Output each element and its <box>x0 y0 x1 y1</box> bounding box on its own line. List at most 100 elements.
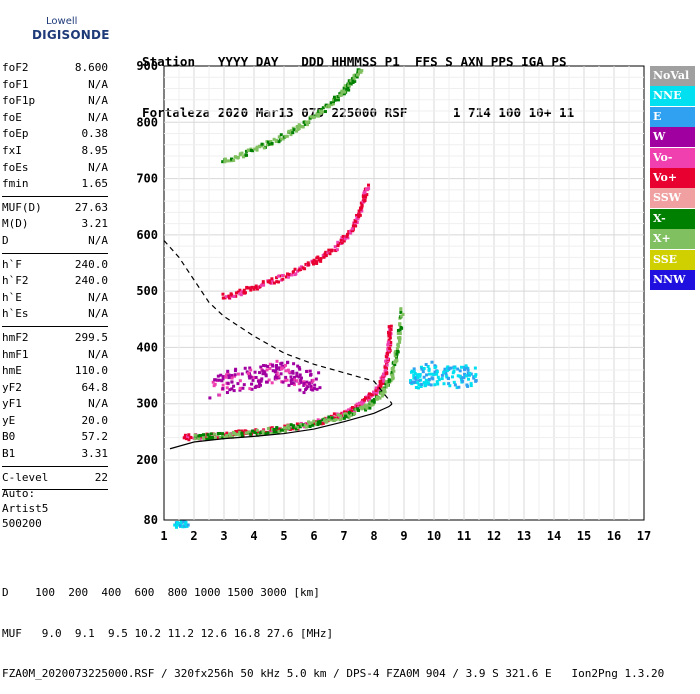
param-row: yF1 N/A <box>2 396 108 413</box>
echo-mark <box>322 255 326 259</box>
echo-mark <box>304 422 308 426</box>
echo-mark <box>286 272 290 276</box>
echo-mark <box>342 90 346 94</box>
echo-mark <box>364 195 368 199</box>
param-row: foF1 N/A <box>2 77 108 94</box>
echo-mark <box>305 386 309 390</box>
param-value: 64.8 <box>81 380 109 394</box>
echo-mark <box>316 114 320 118</box>
echo-mark <box>435 372 439 376</box>
echo-mark <box>367 186 371 190</box>
echo-mark <box>292 424 296 428</box>
echo-mark <box>412 370 416 374</box>
echo-mark <box>268 142 272 146</box>
echo-mark <box>274 430 278 434</box>
echo-mark <box>308 369 312 373</box>
echo-mark <box>349 413 353 417</box>
echo-mark <box>291 131 295 135</box>
echo-mark <box>319 111 323 115</box>
echo-mark <box>424 381 428 385</box>
echo-mark <box>320 422 324 426</box>
echo-mark <box>221 292 225 296</box>
echo-mark <box>260 142 264 146</box>
param-value: 240.0 <box>74 274 108 288</box>
echo-mark <box>381 373 385 377</box>
param-value: N/A <box>88 290 108 304</box>
echo-mark <box>311 262 315 266</box>
echo-mark <box>329 101 333 105</box>
echo-mark <box>221 160 225 164</box>
echo-mark <box>254 284 258 288</box>
echo-mark <box>290 378 294 382</box>
echo-mark <box>225 373 229 377</box>
echo-mark <box>227 159 231 163</box>
echo-mark <box>458 369 462 373</box>
y-tick-label: 200 <box>136 453 158 467</box>
echo-mark <box>249 432 253 436</box>
echo-mark <box>386 383 390 387</box>
echo-mark <box>435 370 439 374</box>
echo-mark <box>334 249 338 253</box>
echo-mark <box>223 435 227 439</box>
echo-mark <box>245 285 249 289</box>
echo-mark <box>292 128 296 132</box>
echo-mark <box>466 368 470 372</box>
echo-mark <box>460 378 464 382</box>
echo-mark <box>225 435 229 439</box>
echo-mark <box>232 158 236 162</box>
echo-mark <box>352 77 356 81</box>
echo-mark <box>430 372 434 376</box>
echo-mark <box>361 195 365 199</box>
echo-mark <box>375 395 379 399</box>
echo-mark <box>266 140 270 144</box>
echo-mark <box>287 370 291 374</box>
echo-mark <box>238 387 242 391</box>
echo-mark <box>285 426 289 430</box>
echo-mark <box>360 201 364 205</box>
echo-mark <box>221 377 225 381</box>
echo-mark <box>201 436 205 440</box>
echo-mark <box>305 425 309 429</box>
echo-mark <box>464 374 468 378</box>
echo-mark <box>231 435 235 439</box>
echo-mark <box>353 79 357 83</box>
digisonde-logo: Lowell DIGISONDE <box>4 4 109 44</box>
echo-mark <box>283 429 287 433</box>
echo-mark <box>272 281 276 285</box>
echo-mark <box>209 432 213 436</box>
echo-mark <box>360 407 364 411</box>
echo-mark <box>221 375 225 379</box>
echo-mark <box>312 387 316 391</box>
echo-mark <box>232 294 236 298</box>
echo-mark <box>346 412 350 416</box>
echo-mark <box>461 379 465 383</box>
echo-mark <box>307 420 311 424</box>
echo-mark <box>198 433 202 437</box>
echo-mark <box>320 107 324 111</box>
echo-mark <box>241 386 245 390</box>
legend-item: SSE <box>650 249 695 270</box>
param-label: foF1 <box>2 77 29 91</box>
echo-mark <box>389 324 393 328</box>
echo-mark <box>353 412 357 416</box>
echo-mark <box>304 382 308 386</box>
echo-mark <box>223 157 227 161</box>
echo-mark <box>255 428 259 432</box>
param-label: D <box>2 233 9 247</box>
echo-mark <box>298 373 302 377</box>
echo-mark <box>342 239 346 243</box>
echo-mark <box>356 405 360 409</box>
echo-mark <box>302 383 306 387</box>
echo-mark <box>249 288 253 292</box>
param-value: 57.2 <box>81 430 109 444</box>
echo-mark <box>260 377 264 381</box>
echo-mark <box>272 137 276 141</box>
echo-mark <box>184 521 188 525</box>
echo-mark <box>396 350 400 354</box>
x-tick-label: 14 <box>547 529 561 543</box>
echo-mark <box>255 146 259 150</box>
echo-mark <box>347 414 351 418</box>
echo-mark <box>302 120 306 124</box>
echo-mark <box>193 433 197 437</box>
echo-mark <box>253 370 257 374</box>
